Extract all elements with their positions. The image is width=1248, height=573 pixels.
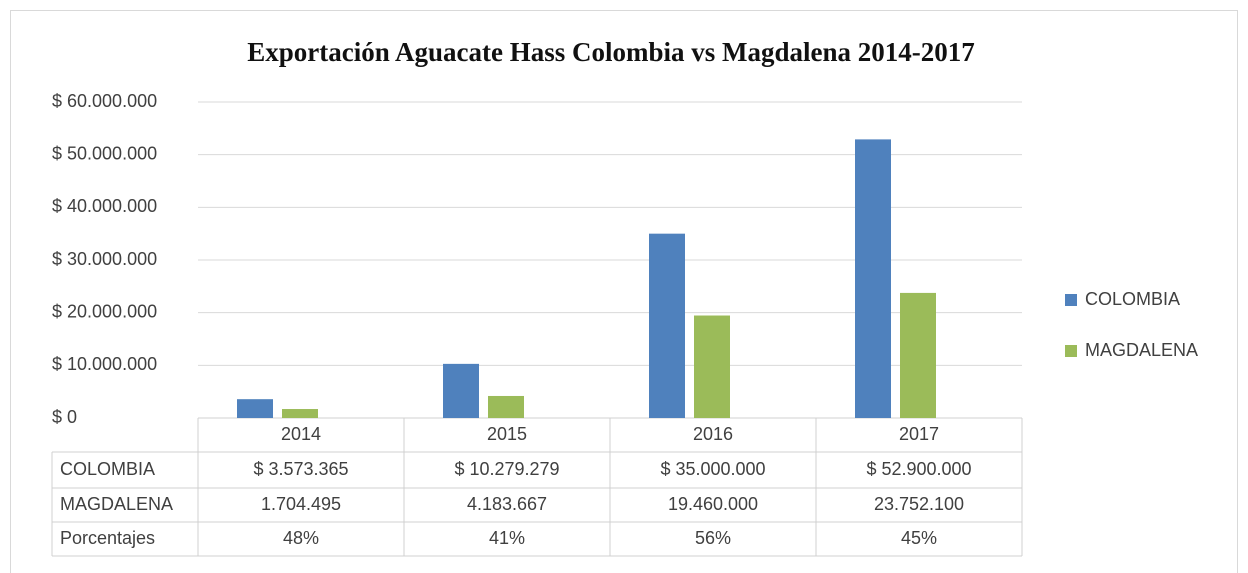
bar — [694, 315, 730, 418]
legend-label: MAGDALENA — [1085, 340, 1198, 360]
y-tick-label: $ 50.000.000 — [52, 143, 157, 163]
bar — [282, 409, 318, 418]
y-tick-label: $ 60.000.000 — [52, 91, 157, 111]
chart-title: Exportación Aguacate Hass Colombia vs Ma… — [247, 37, 975, 67]
table-cell: 41% — [489, 528, 525, 548]
table-cell: 48% — [283, 528, 319, 548]
legend-label: COLOMBIA — [1085, 289, 1180, 309]
x-tick-label: 2014 — [281, 424, 321, 444]
chart-border — [10, 10, 1238, 573]
table-row-label: MAGDALENA — [60, 494, 173, 514]
bar — [900, 292, 936, 418]
table-cell: 23.752.100 — [874, 494, 964, 514]
y-tick-label: $ 20.000.000 — [52, 301, 157, 321]
table-cell: $ 3.573.365 — [253, 459, 348, 479]
y-tick-label: $ 10.000.000 — [52, 354, 157, 374]
legend-swatch — [1065, 294, 1077, 306]
bar — [488, 395, 524, 418]
table-cell: 19.460.000 — [668, 494, 758, 514]
x-tick-label: 2017 — [899, 424, 939, 444]
table-row-label: Porcentajes — [60, 528, 155, 548]
table-cell: 1.704.495 — [261, 494, 341, 514]
table-cell: $ 10.279.279 — [454, 459, 559, 479]
table-cell: $ 35.000.000 — [660, 459, 765, 479]
bar — [237, 399, 273, 418]
legend-swatch — [1065, 345, 1077, 357]
table-cell: 45% — [901, 528, 937, 548]
bar — [443, 363, 479, 418]
table-cell: $ 52.900.000 — [866, 459, 971, 479]
x-tick-label: 2015 — [487, 424, 527, 444]
bar — [649, 233, 685, 418]
table-cell: 4.183.667 — [467, 494, 547, 514]
table-cell: 56% — [695, 528, 731, 548]
y-tick-label: $ 40.000.000 — [52, 196, 157, 216]
table-row-label: COLOMBIA — [60, 459, 155, 479]
x-tick-label: 2016 — [693, 424, 733, 444]
bar — [855, 139, 891, 419]
y-tick-label: $ 0 — [52, 407, 77, 427]
y-tick-label: $ 30.000.000 — [52, 249, 157, 269]
